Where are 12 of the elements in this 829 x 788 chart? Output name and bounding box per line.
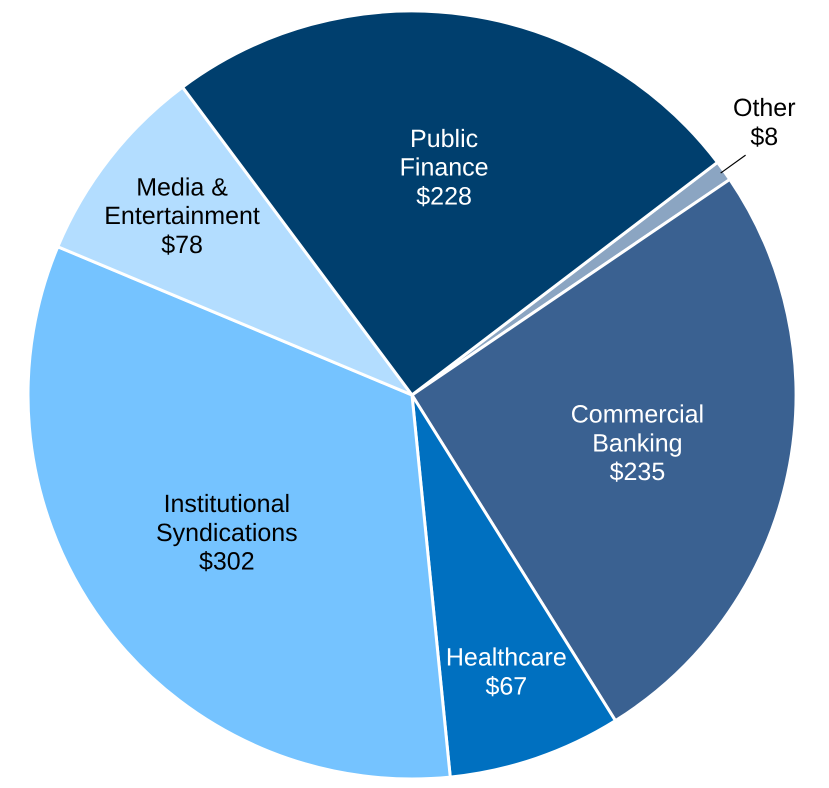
data-label: $67 (485, 672, 528, 700)
data-label: $302 (198, 548, 255, 576)
data-label: $228 (416, 182, 472, 210)
data-label: $78 (161, 230, 203, 259)
data-label: $235 (610, 458, 666, 486)
data-label: $8 (750, 122, 778, 151)
slice-label: Public Finance (400, 124, 489, 182)
slice-label: Commercial Banking (570, 400, 704, 458)
slice-label: Media & Entertainment (104, 173, 260, 230)
slice-label: Other (733, 94, 796, 122)
slice-label: Institutional Syndications (156, 490, 298, 547)
slice-label: Healthcare (446, 644, 567, 672)
